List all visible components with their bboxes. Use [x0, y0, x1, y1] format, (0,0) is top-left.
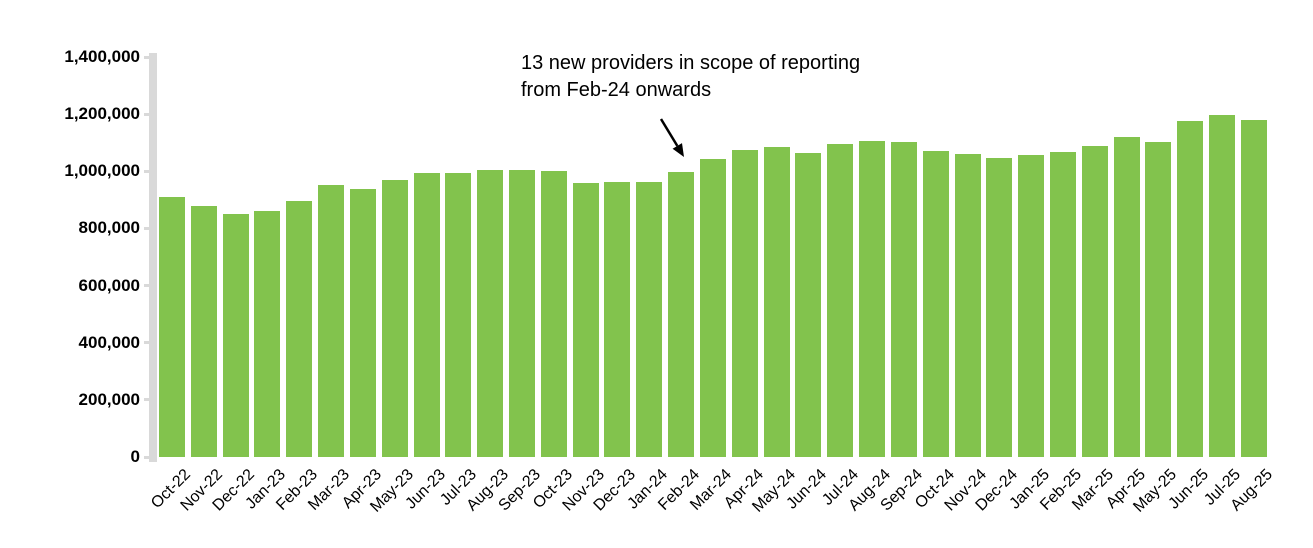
- annotation-line1: 13 new providers in scope of reporting: [521, 52, 861, 74]
- bar-Jan-23: [254, 211, 280, 457]
- y-axis-tick-label: 1,200,000: [64, 104, 140, 124]
- bar-May-25: [1145, 142, 1171, 457]
- bar-Jul-24: [827, 144, 853, 457]
- chart-annotation: 13 new providers in scope of reporting f…: [521, 50, 860, 104]
- bar-Feb-25: [1050, 152, 1076, 457]
- bar-Mar-23: [318, 185, 344, 457]
- bar-Oct-22: [159, 197, 185, 457]
- y-axis-tick-mark: [144, 455, 149, 459]
- y-axis-tick-mark: [144, 112, 149, 116]
- bar-Aug-25: [1241, 120, 1267, 457]
- bar-Oct-24: [923, 151, 949, 457]
- y-axis-tick-mark: [144, 226, 149, 230]
- y-axis-tick-mark: [144, 341, 149, 345]
- bar-Jul-23: [445, 173, 471, 457]
- bar-Sep-23: [509, 170, 535, 457]
- annotation-line2: from Feb-24 onwards: [521, 79, 712, 101]
- bar-Feb-23: [286, 201, 312, 457]
- bar-Dec-23: [604, 182, 630, 457]
- y-axis-tick-label: 1,400,000: [64, 47, 140, 66]
- y-axis-line: [149, 53, 157, 462]
- y-axis-tick-label: 600,000: [78, 275, 140, 295]
- y-axis-tick-label: 800,000: [78, 218, 140, 238]
- bar-Apr-24: [732, 150, 758, 457]
- bar-Oct-23: [541, 171, 567, 457]
- bar-Aug-23: [477, 170, 503, 457]
- bar-May-24: [764, 147, 790, 457]
- bar-Jun-24: [795, 153, 821, 457]
- bar-Jun-23: [414, 173, 440, 457]
- y-axis-tick-mark: [144, 169, 149, 173]
- bar-Nov-24: [955, 154, 981, 457]
- bar-Aug-24: [859, 141, 885, 457]
- y-axis-tick-label: 400,000: [78, 332, 140, 352]
- bar-Dec-24: [986, 158, 1012, 457]
- y-axis-tick-label: 0: [130, 447, 140, 466]
- bar-Mar-25: [1082, 146, 1108, 457]
- bar-Nov-22: [191, 206, 217, 457]
- y-axis-tick-mark: [144, 398, 149, 402]
- bar-Jan-24: [636, 182, 662, 457]
- bar-Apr-23: [350, 189, 376, 457]
- bar-Jul-25: [1209, 115, 1235, 457]
- y-axis-tick-mark: [144, 284, 149, 288]
- y-axis-tick-label: 200,000: [78, 389, 140, 409]
- bar-Apr-25: [1114, 137, 1140, 457]
- annotation-arrow-icon: [659, 118, 684, 157]
- bar-Nov-23: [573, 183, 599, 457]
- y-axis-tick-mark: [144, 55, 149, 59]
- bar-Sep-24: [891, 142, 917, 457]
- y-axis-tick-label: 1,000,000: [64, 161, 140, 181]
- bar-May-23: [382, 180, 408, 457]
- bar-Dec-22: [223, 214, 249, 457]
- bar-Feb-24: [668, 172, 694, 457]
- bar-Mar-24: [700, 159, 726, 457]
- bar-Jan-25: [1018, 155, 1044, 457]
- bar-Jun-25: [1177, 121, 1203, 457]
